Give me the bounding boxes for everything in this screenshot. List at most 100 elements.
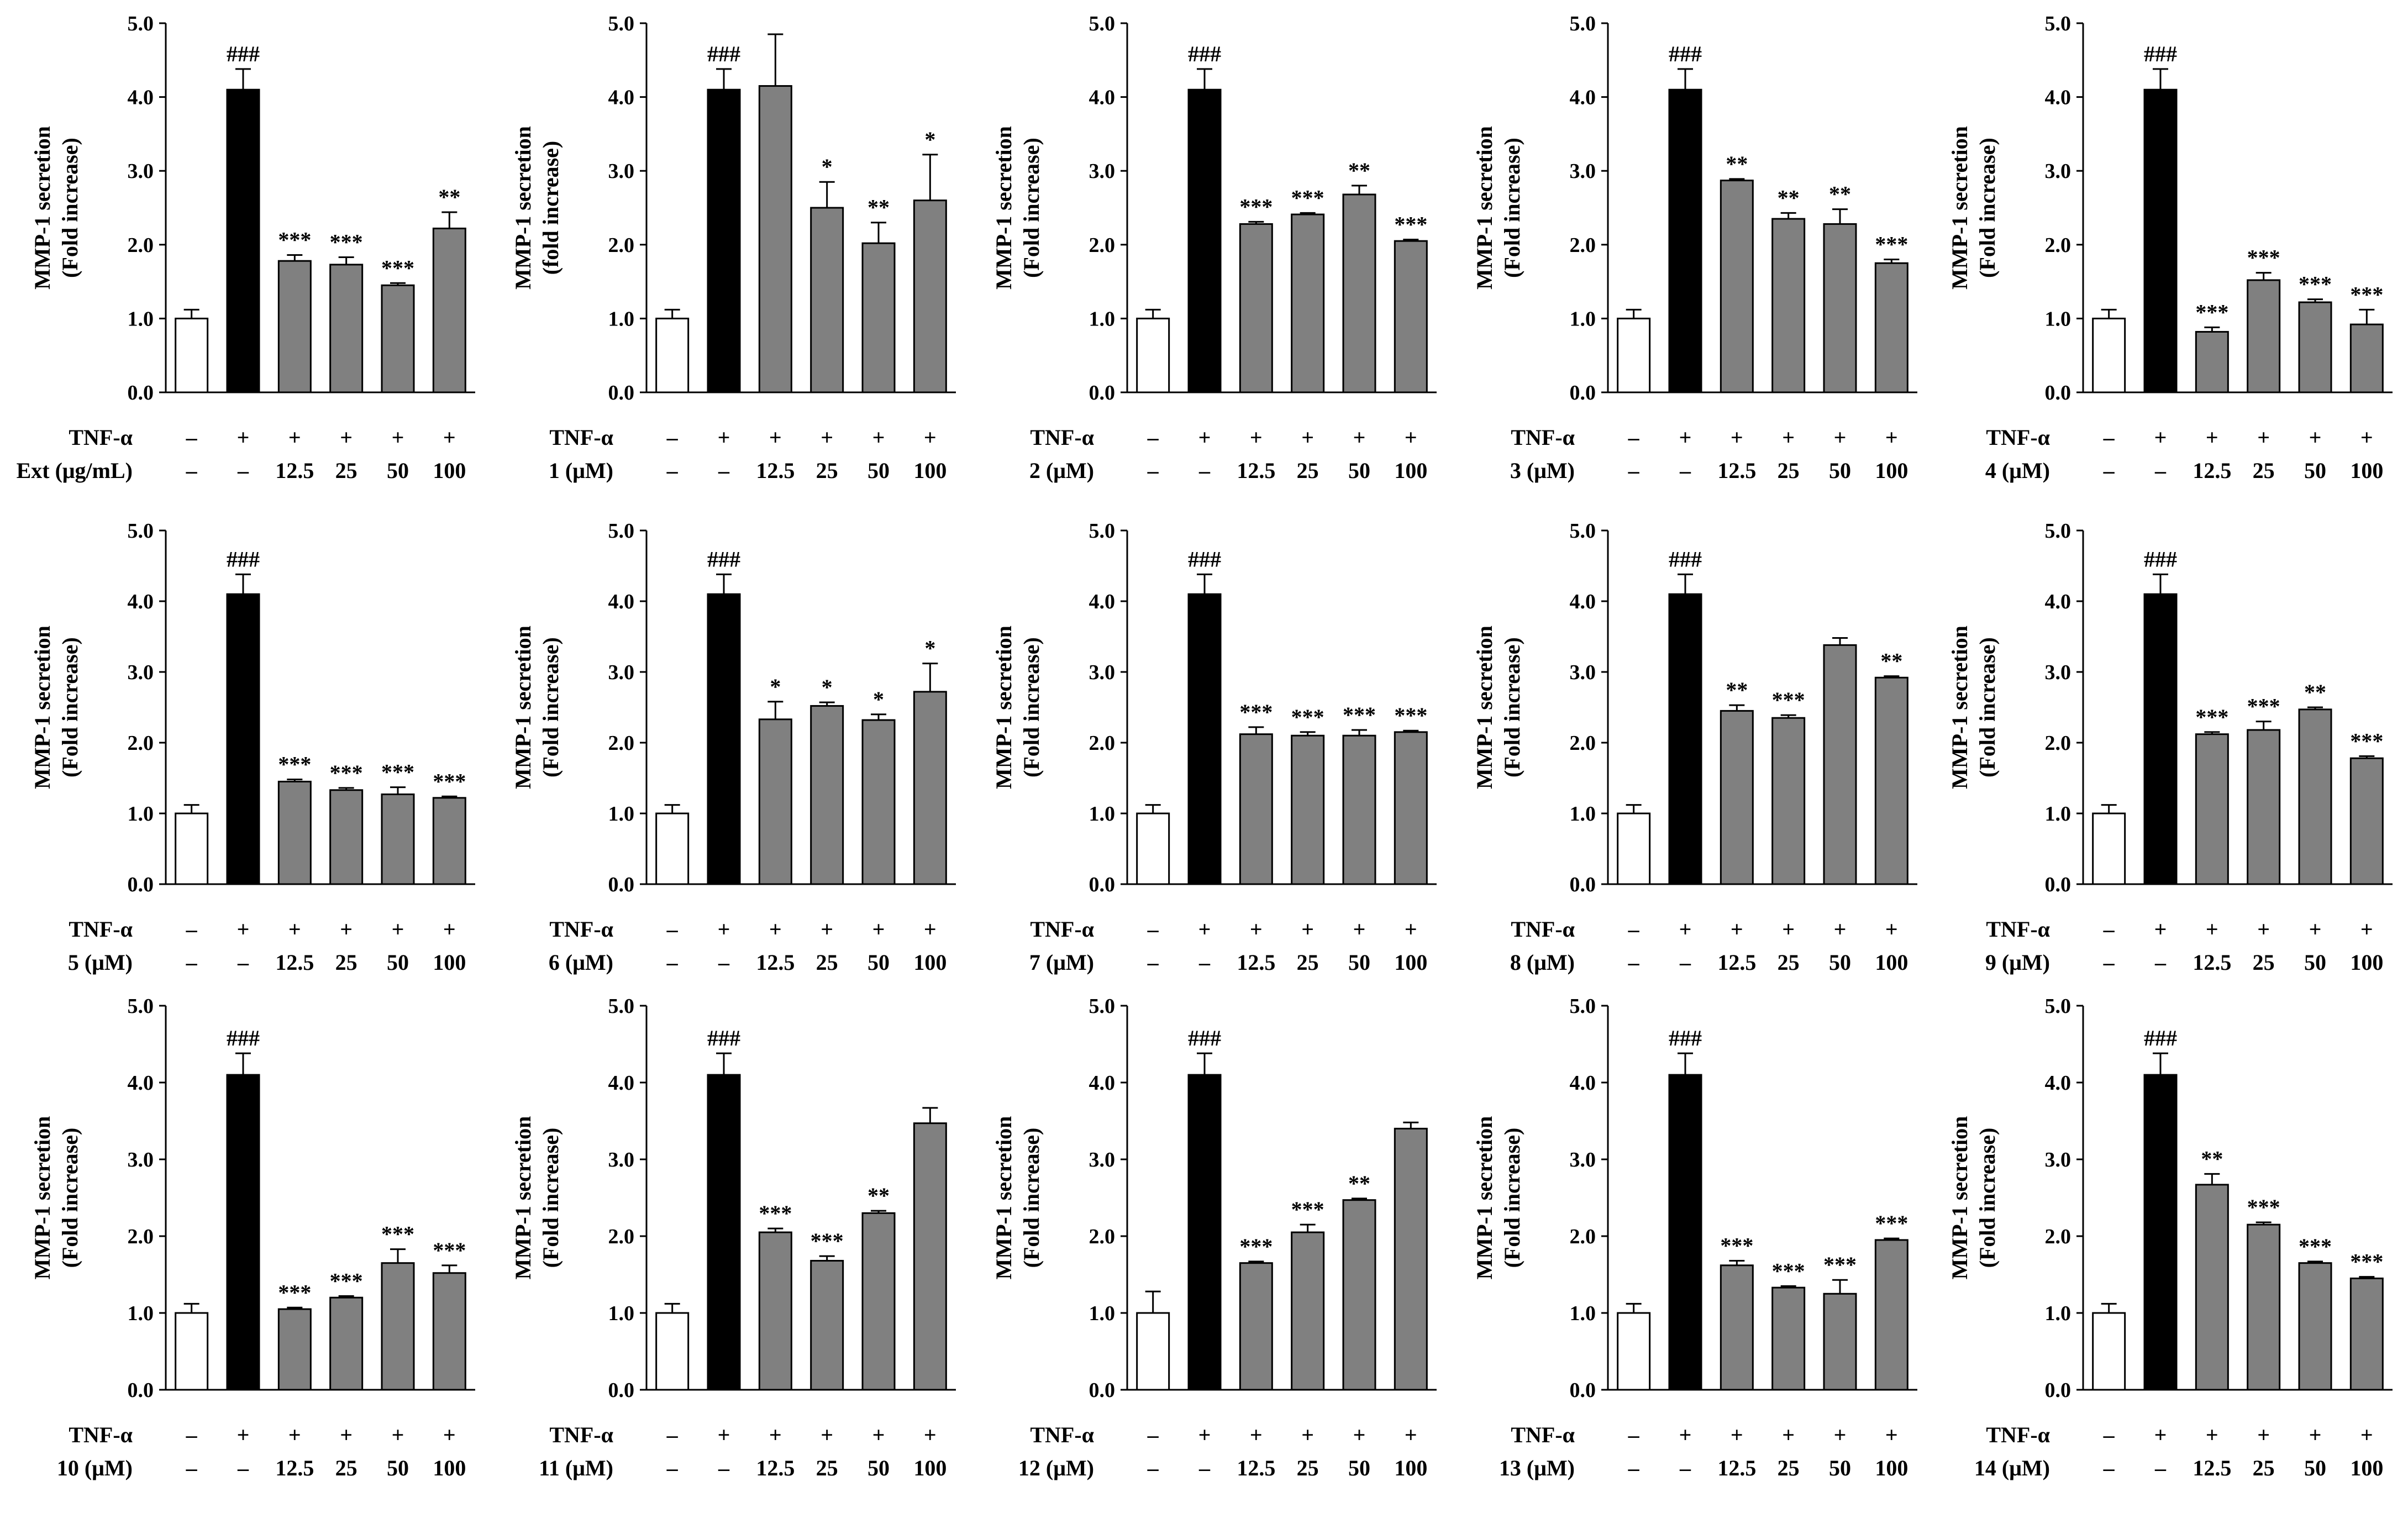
- panel-6: 0.0 1.0 2.0 3.0 4.0 5.0 MMP-1 secretion (Fold i…: [30, 519, 475, 975]
- y-tick-label: 4.0: [1089, 86, 1116, 109]
- tnf-sign: +: [1731, 1422, 1743, 1447]
- bar-6: [2349, 1277, 2384, 1391]
- concentration-label: –: [718, 458, 730, 483]
- tnf-sign: +: [2257, 1422, 2270, 1447]
- concentration-label: –: [1628, 458, 1640, 483]
- concentration-label: 50: [867, 1456, 890, 1480]
- significance-marker: ###: [227, 547, 260, 571]
- significance-marker: ***: [1239, 700, 1273, 724]
- bar-4: [1291, 1231, 1325, 1391]
- significance-marker: ***: [1394, 212, 1427, 237]
- y-tick-label: 3.0: [1570, 160, 1596, 183]
- concentration-label: 100: [1875, 458, 1908, 483]
- y-tick-label: 5.0: [2045, 995, 2071, 1018]
- y-axis-label-sub: (Fold increase): [57, 637, 82, 777]
- significance-marker: *: [822, 675, 833, 700]
- bar-1: [1136, 1312, 1170, 1391]
- y-tick-label: 3.0: [608, 661, 635, 684]
- tnf-sign: +: [2154, 425, 2167, 450]
- y-tick-label: 2.0: [608, 234, 635, 257]
- row-label-treatment: 9 (μM): [1985, 950, 2050, 975]
- row-label-treatment: 6 (μM): [549, 950, 613, 975]
- row-label-tnf: TNF-α: [1030, 425, 1094, 450]
- bar-5: [1823, 644, 1857, 885]
- tnf-sign: +: [443, 917, 456, 942]
- concentration-label: 25: [2253, 458, 2275, 483]
- concentration-label: 100: [433, 950, 466, 975]
- tnf-sign: +: [1679, 917, 1692, 942]
- tnf-sign: +: [2206, 425, 2218, 450]
- bar-2: [2143, 88, 2178, 393]
- concentration-label: 50: [1829, 950, 1851, 975]
- y-axis-label-sub: (Fold increase): [1019, 138, 1044, 278]
- y-axis-label: MMP-1 secretion: [991, 626, 1016, 789]
- y-tick-label: 5.0: [1089, 995, 1116, 1018]
- concentration-label: 12.5: [275, 1456, 314, 1480]
- bar-5: [861, 1212, 896, 1391]
- tnf-sign: +: [2360, 917, 2373, 942]
- bar-1: [2092, 812, 2126, 885]
- tnf-sign: +: [1885, 917, 1898, 942]
- tnf-sign: –: [666, 917, 679, 942]
- y-tick-label: 3.0: [128, 1148, 154, 1171]
- bar-6: [1874, 262, 1908, 393]
- significance-marker: ***: [2299, 1234, 2332, 1259]
- tnf-sign: –: [2103, 1422, 2115, 1447]
- bar-4: [1771, 717, 1806, 885]
- concentration-label: 25: [335, 1456, 357, 1480]
- y-tick-label: 4.0: [608, 1071, 635, 1095]
- tnf-sign: +: [718, 917, 730, 942]
- bar-4: [810, 207, 844, 393]
- significance-marker: ***: [433, 1238, 466, 1263]
- bar-2: [1187, 1074, 1222, 1391]
- row-label-treatment: 8 (μM): [1510, 950, 1575, 975]
- bar-2: [707, 593, 741, 885]
- y-axis-label: MMP-1 secretion: [30, 1116, 55, 1280]
- row-label-tnf: TNF-α: [1030, 1422, 1094, 1447]
- concentration-label: 100: [1394, 1456, 1427, 1480]
- y-tick-label: 5.0: [608, 12, 635, 35]
- bar-3: [1720, 710, 1754, 885]
- tnf-sign: +: [718, 1422, 730, 1447]
- row-label-treatment: 3 (μM): [1510, 458, 1575, 483]
- y-tick-label: 1.0: [2045, 802, 2071, 826]
- y-tick-label: 0.0: [1570, 381, 1596, 404]
- tnf-sign: +: [340, 1422, 353, 1447]
- concentration-label: –: [1679, 458, 1691, 483]
- row-label-treatment: Ext (μg/mL): [17, 458, 133, 483]
- significance-marker: **: [1348, 1171, 1370, 1196]
- concentration-label: 100: [1394, 950, 1427, 975]
- y-axis-label-sub: (Fold increase): [1975, 138, 2000, 278]
- y-tick-label: 1.0: [2045, 1302, 2071, 1325]
- bar-5: [1823, 1293, 1857, 1391]
- panel-13: 0.0 1.0 2.0 3.0 4.0 5.0 MMP-1 secretion (Fold i…: [991, 995, 1437, 1480]
- row-label-treatment: 12 (μM): [1018, 1456, 1094, 1480]
- concentration-label: 12.5: [756, 950, 795, 975]
- significance-marker: ###: [1188, 1026, 1221, 1050]
- row-label-tnf: TNF-α: [1986, 1422, 2050, 1447]
- y-tick-label: 4.0: [1570, 86, 1596, 109]
- significance-marker: ***: [1772, 1258, 1805, 1283]
- tnf-sign: +: [2360, 425, 2373, 450]
- y-tick-label: 3.0: [608, 1148, 635, 1171]
- bar-4: [2247, 279, 2281, 393]
- y-tick-label: 0.0: [128, 873, 154, 896]
- concentration-label: 12.5: [1717, 1456, 1756, 1480]
- y-tick-label: 4.0: [128, 1071, 154, 1095]
- y-tick-label: 2.0: [608, 732, 635, 755]
- y-tick-label: 1.0: [1089, 307, 1116, 330]
- y-axis-label-sub: (Fold increase): [57, 1128, 82, 1268]
- tnf-sign: +: [769, 917, 782, 942]
- tnf-sign: +: [1405, 917, 1417, 942]
- y-tick-label: 0.0: [1089, 873, 1116, 896]
- tnf-sign: +: [2257, 917, 2270, 942]
- bar-5: [861, 242, 896, 393]
- significance-marker: ***: [330, 760, 363, 785]
- y-tick-label: 3.0: [608, 160, 635, 183]
- bar-3: [2195, 330, 2229, 393]
- concentration-label: –: [1198, 1456, 1211, 1480]
- tnf-sign: –: [186, 917, 198, 942]
- row-label-tnf: TNF-α: [69, 1422, 133, 1447]
- concentration-label: 25: [335, 950, 357, 975]
